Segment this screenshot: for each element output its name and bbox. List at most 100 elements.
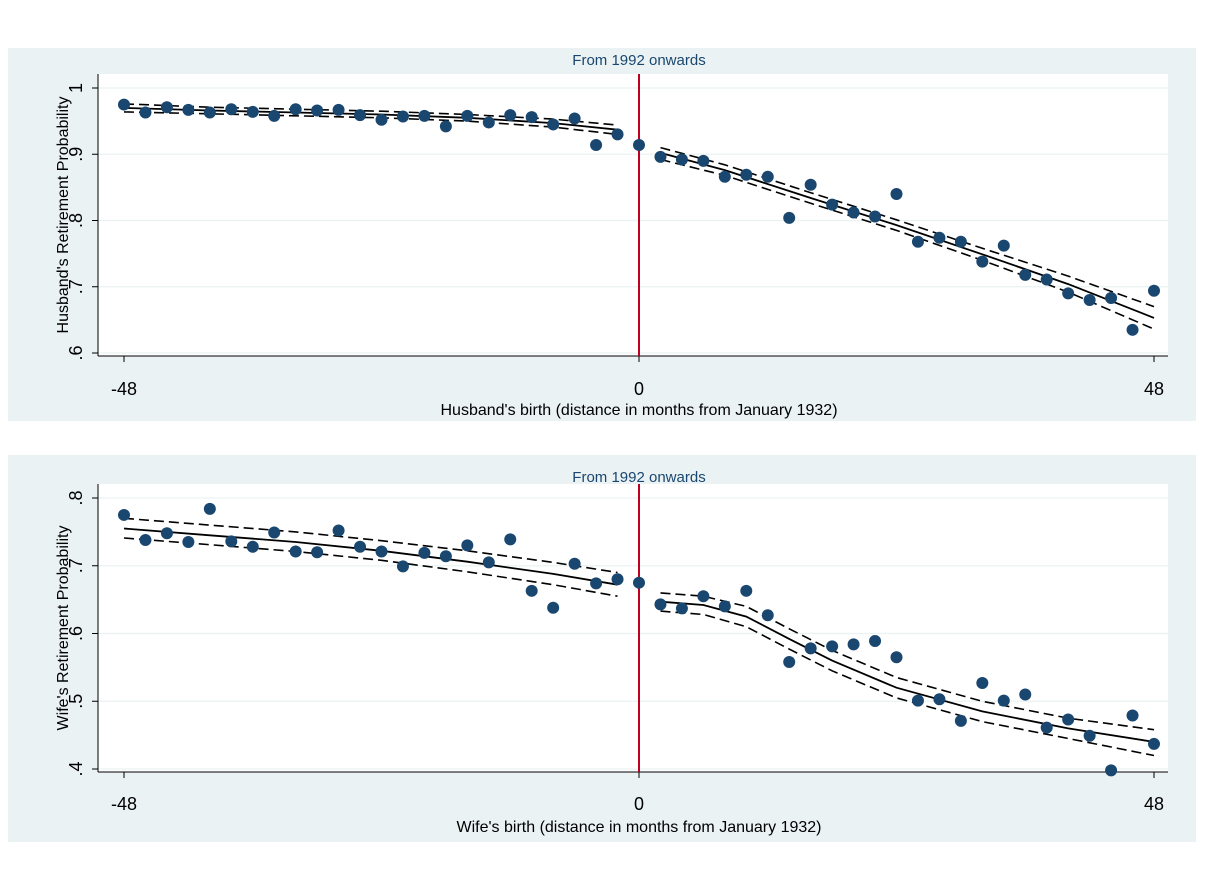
y-axis-label: Husband's Retirement Probability <box>55 97 72 334</box>
data-point <box>160 527 173 540</box>
y-tick-label: .8 <box>66 490 86 505</box>
data-point <box>890 188 903 200</box>
husband-retirement-panel: .6 .7 .8 .9 1 -48 0 48 Husband's birth (distance… <box>8 48 1196 421</box>
data-point <box>761 609 774 622</box>
y-tick-label: .5 <box>66 694 86 709</box>
data-point <box>139 106 152 119</box>
data-point <box>847 638 860 651</box>
data-point <box>911 235 924 248</box>
x-tick-label: -48 <box>111 794 137 814</box>
data-point <box>1083 294 1096 306</box>
wife-retirement-panel: .4 .5 .6 .7 .8 -48 0 48 Wife's birth (distance i… <box>8 455 1196 842</box>
y-tick-label: .8 <box>66 213 86 228</box>
data-point <box>246 105 259 118</box>
data-point <box>633 138 645 151</box>
data-point <box>890 651 903 664</box>
data-point <box>289 103 302 116</box>
data-point <box>182 536 195 549</box>
chart-title: From 1992 onwards <box>572 52 705 69</box>
x-axis-label: Husband's birth (distance in months from… <box>440 402 837 419</box>
data-point <box>461 539 474 552</box>
ci-lower-line <box>660 610 1155 757</box>
x-tick-label: -48 <box>111 379 137 399</box>
data-point <box>654 150 667 163</box>
data-point <box>375 113 388 126</box>
data-point <box>1062 287 1075 300</box>
fitted-line <box>660 600 1155 743</box>
data-point <box>203 106 216 119</box>
data-point <box>311 104 324 117</box>
x-tick-label: 0 <box>634 379 644 399</box>
data-point <box>525 584 538 597</box>
x-axis-label: Wife's birth (distance in months from Ja… <box>457 819 822 836</box>
x-tick-label: 48 <box>1144 794 1164 814</box>
data-point <box>826 640 839 653</box>
x-tick-label: 48 <box>1144 379 1164 399</box>
data-point <box>118 98 130 111</box>
data-point <box>954 235 967 248</box>
data-point <box>332 103 345 116</box>
data-point <box>590 577 603 590</box>
ci-lower-line <box>123 537 618 597</box>
data-point <box>268 109 281 122</box>
data-point <box>997 239 1010 252</box>
plot-area <box>98 74 1168 356</box>
data-point <box>1083 729 1096 742</box>
data-point <box>675 602 688 615</box>
data-point <box>182 103 195 116</box>
data-point <box>268 526 281 539</box>
data-point <box>933 693 946 706</box>
data-point <box>1126 709 1139 722</box>
data-point <box>139 534 152 547</box>
data-point <box>611 573 624 586</box>
data-point <box>418 109 431 122</box>
y-tick-label: .7 <box>66 279 86 294</box>
data-point <box>568 557 581 570</box>
data-point <box>1040 273 1053 286</box>
data-point <box>246 540 259 553</box>
data-point <box>547 118 560 131</box>
data-point <box>611 128 624 141</box>
data-point <box>847 206 860 219</box>
data-point <box>654 598 667 611</box>
data-point <box>1040 721 1053 734</box>
ci-upper-line <box>660 146 1155 308</box>
y-axis-label: Wife's Retirement Probability <box>55 526 72 731</box>
data-point <box>1062 713 1075 726</box>
data-point <box>332 524 345 537</box>
data-point <box>525 111 538 124</box>
data-point <box>203 502 216 515</box>
y-tick-label: .9 <box>66 147 86 162</box>
data-point <box>976 676 989 689</box>
data-point <box>869 634 882 647</box>
y-tick-label: .6 <box>66 626 86 641</box>
data-point <box>289 545 302 558</box>
data-point <box>911 694 924 707</box>
y-tick-label: .6 <box>66 345 86 360</box>
chart-title: From 1992 onwards <box>572 469 705 486</box>
data-point <box>590 138 603 151</box>
data-point <box>547 601 560 614</box>
data-point <box>740 584 753 597</box>
data-point <box>354 540 367 553</box>
data-point <box>783 655 796 668</box>
data-point <box>439 550 452 563</box>
data-point <box>718 170 731 183</box>
data-point <box>697 154 710 167</box>
data-point <box>568 112 581 125</box>
data-point <box>633 576 645 589</box>
data-point <box>504 109 517 122</box>
data-point <box>1019 688 1032 701</box>
data-point <box>482 556 495 569</box>
data-point <box>954 714 967 727</box>
data-point <box>354 109 367 122</box>
y-tick-label: 1 <box>66 83 86 93</box>
data-point <box>1148 737 1160 750</box>
y-tick-label: .4 <box>66 761 86 776</box>
data-point <box>396 560 409 573</box>
data-point <box>675 153 688 166</box>
data-point <box>976 255 989 268</box>
plot-area <box>98 484 1168 772</box>
data-point <box>1126 323 1139 336</box>
